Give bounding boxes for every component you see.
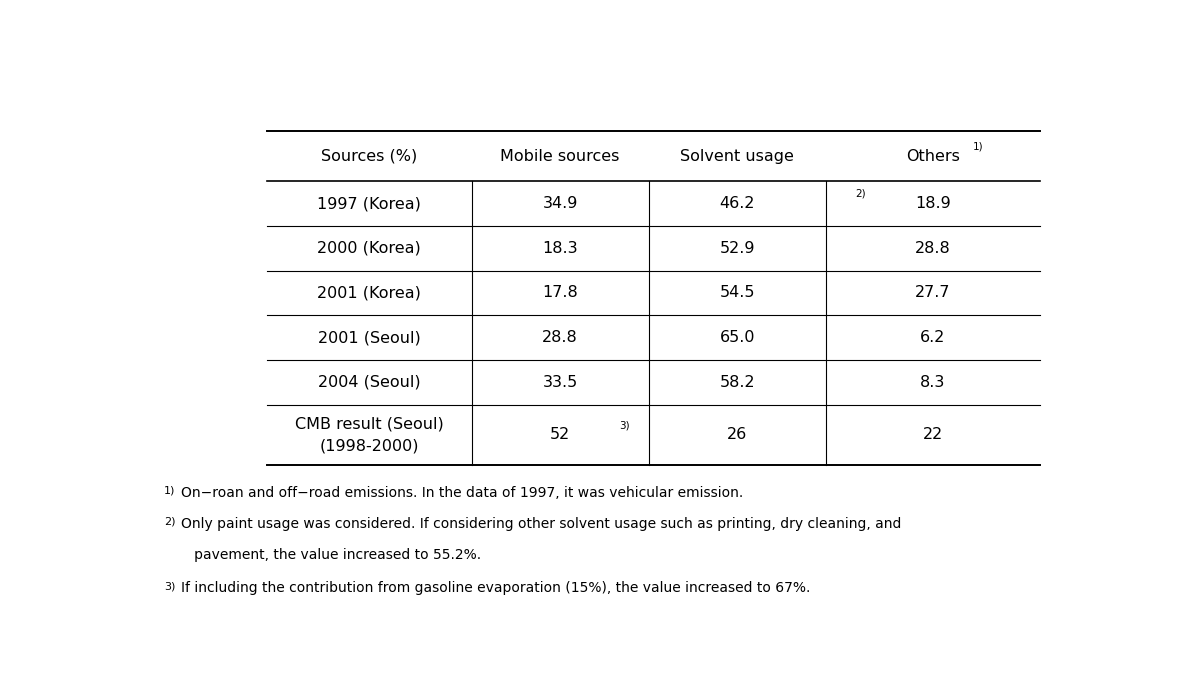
Text: If including the contribution from gasoline evaporation (15%), the value increas: If including the contribution from gasol… xyxy=(182,582,810,595)
Text: 18.3: 18.3 xyxy=(542,241,578,256)
Text: 54.5: 54.5 xyxy=(719,285,755,301)
Text: 28.8: 28.8 xyxy=(915,241,951,256)
Text: 22: 22 xyxy=(923,428,942,443)
Text: 1): 1) xyxy=(165,486,175,496)
Text: On−roan and off−road emissions. In the data of 1997, it was vehicular emission.: On−roan and off−road emissions. In the d… xyxy=(182,486,743,500)
Text: 3): 3) xyxy=(165,582,175,591)
Text: 8.3: 8.3 xyxy=(920,375,946,390)
Text: 28.8: 28.8 xyxy=(542,330,578,345)
Text: 1997 (Korea): 1997 (Korea) xyxy=(317,196,421,211)
Text: 26: 26 xyxy=(727,428,748,443)
Text: 17.8: 17.8 xyxy=(542,285,578,301)
Text: Others: Others xyxy=(906,149,959,164)
Text: 27.7: 27.7 xyxy=(915,285,951,301)
Text: 34.9: 34.9 xyxy=(542,196,578,211)
Text: CMB result (Seoul): CMB result (Seoul) xyxy=(294,417,444,432)
Text: Sources (%): Sources (%) xyxy=(321,149,417,164)
Text: 33.5: 33.5 xyxy=(542,375,578,390)
Text: Solvent usage: Solvent usage xyxy=(680,149,795,164)
Text: 52: 52 xyxy=(551,428,570,443)
Text: Mobile sources: Mobile sources xyxy=(500,149,620,164)
Text: 1): 1) xyxy=(972,142,983,152)
Text: 2): 2) xyxy=(855,189,865,199)
Text: 2004 (Seoul): 2004 (Seoul) xyxy=(317,375,421,390)
Text: 2): 2) xyxy=(165,516,175,527)
Text: 2001 (Seoul): 2001 (Seoul) xyxy=(317,330,421,345)
Text: pavement, the value increased to 55.2%.: pavement, the value increased to 55.2%. xyxy=(182,548,481,561)
Text: 3): 3) xyxy=(619,421,630,430)
Text: 6.2: 6.2 xyxy=(920,330,946,345)
Text: 52.9: 52.9 xyxy=(719,241,755,256)
Text: 46.2: 46.2 xyxy=(719,196,755,211)
Text: 2000 (Korea): 2000 (Korea) xyxy=(317,241,421,256)
Text: 58.2: 58.2 xyxy=(719,375,755,390)
Text: 2001 (Korea): 2001 (Korea) xyxy=(317,285,421,301)
Text: 65.0: 65.0 xyxy=(719,330,755,345)
Text: (1998-2000): (1998-2000) xyxy=(320,438,419,453)
Text: 18.9: 18.9 xyxy=(915,196,951,211)
Text: Only paint usage was considered. If considering other solvent usage such as prin: Only paint usage was considered. If cons… xyxy=(182,516,901,531)
